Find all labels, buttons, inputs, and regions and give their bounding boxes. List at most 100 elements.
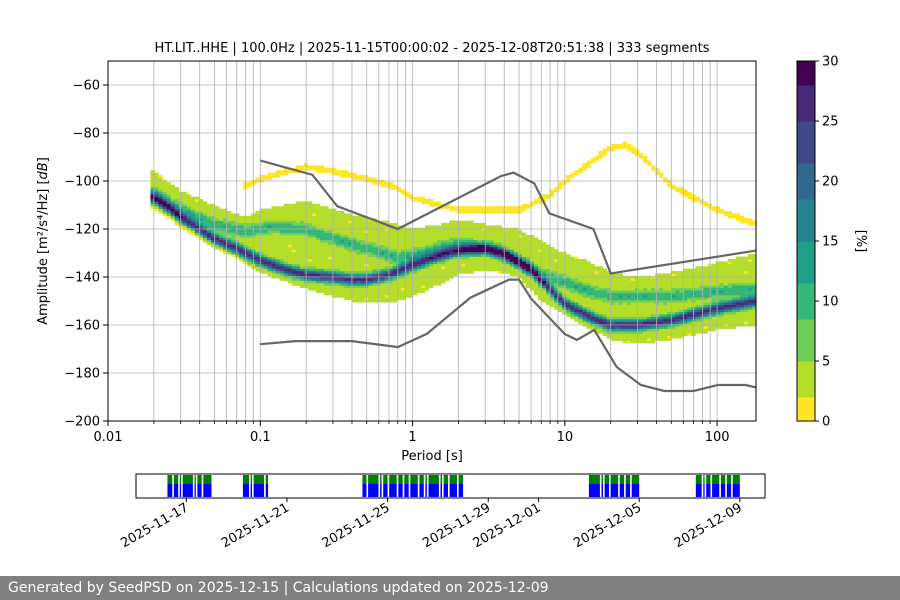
- psd-heatmap-cell: [574, 295, 579, 298]
- psd-heatmap-cell: [348, 232, 353, 236]
- psd-heatmap-cell: [215, 239, 220, 243]
- psd-heatmap-cell: [400, 273, 406, 277]
- psd-heatmap-cell: [602, 328, 607, 332]
- psd-heatmap-cell: [299, 232, 305, 236]
- psd-heatmap-cell: [521, 247, 527, 250]
- psd-heatmap-cell: [614, 280, 620, 284]
- psd-heatmap-cell: [433, 201, 438, 205]
- timeline-gap: [599, 475, 602, 497]
- psd-heatmap-cell: [328, 271, 333, 274]
- psd-heatmap-cell: [671, 326, 676, 329]
- psd-heatmap-cell: [396, 278, 402, 281]
- psd-heatmap-cell: [461, 249, 466, 253]
- psd-heatmap-cell: [751, 309, 757, 313]
- psd-heatmap-cell: [538, 292, 543, 296]
- psd-heatmap-cell: [239, 251, 244, 255]
- psd-heatmap-cell: [396, 239, 402, 243]
- psd-heatmap-cell: [671, 321, 676, 325]
- psd-heatmap-cell: [630, 287, 636, 291]
- psd-heatmap-cell: [651, 319, 656, 322]
- psd-heatmap-cell: [255, 213, 260, 217]
- psd-heatmap-cell: [368, 230, 373, 233]
- psd-heatmap-cell: [368, 283, 373, 286]
- psd-heatmap-cell: [388, 256, 393, 260]
- psd-heatmap-cell: [368, 239, 373, 243]
- psd-heatmap-cell: [667, 338, 672, 341]
- psd-heatmap-cell: [529, 235, 535, 238]
- psd-heatmap-cell: [594, 158, 599, 161]
- psd-heatmap-cell: [186, 215, 192, 219]
- psd-heatmap-cell: [429, 244, 434, 248]
- psd-heatmap-cell: [170, 191, 175, 195]
- psd-heatmap-cell: [247, 220, 252, 224]
- psd-heatmap-cell: [320, 266, 325, 269]
- psd-heatmap-cell: [449, 244, 454, 248]
- psd-heatmap-cell: [538, 261, 543, 265]
- psd-heatmap-cell: [320, 259, 325, 262]
- psd-heatmap-cell: [231, 254, 236, 257]
- psd-heatmap-cell: [408, 263, 414, 267]
- psd-heatmap-cell: [647, 307, 652, 310]
- psd-heatmap-cell: [400, 285, 406, 289]
- psd-heatmap-cell: [529, 280, 535, 284]
- psd-heatmap-cell: [424, 247, 430, 250]
- psd-heatmap-cell: [223, 239, 228, 243]
- psd-heatmap-cell: [505, 256, 511, 260]
- psd-heatmap-cell: [287, 266, 293, 269]
- psd-heatmap-cell: [404, 191, 410, 195]
- psd-heatmap-cell: [550, 191, 555, 195]
- psd-heatmap-cell: [610, 328, 616, 332]
- psd-heatmap-cell: [263, 259, 268, 262]
- psd-heatmap-cell: [215, 213, 220, 217]
- psd-heatmap-cell: [231, 251, 236, 255]
- psd-heatmap-cell: [505, 242, 511, 245]
- psd-heatmap-cell: [574, 314, 579, 317]
- psd-heatmap-cell: [489, 206, 494, 209]
- psd-heatmap-cell: [582, 302, 587, 305]
- psd-heatmap-cell: [219, 247, 224, 250]
- psd-heatmap-cell: [538, 280, 543, 284]
- psd-heatmap-cell: [437, 249, 442, 253]
- psd-heatmap-cell: [396, 273, 402, 277]
- psd-heatmap-cell: [711, 295, 716, 298]
- psd-heatmap-cell: [642, 335, 648, 339]
- psd-heatmap-cell: [315, 256, 321, 260]
- psd-heatmap-cell: [263, 271, 268, 274]
- psd-heatmap-cell: [735, 256, 741, 260]
- psd-heatmap-cell: [493, 254, 498, 257]
- psd-heatmap-cell: [320, 249, 325, 253]
- psd-heatmap-cell: [332, 285, 337, 289]
- psd-heatmap-cell: [356, 223, 361, 226]
- psd-heatmap-cell: [320, 218, 325, 221]
- psd-heatmap-cell: [263, 230, 268, 233]
- psd-heatmap-cell: [630, 297, 636, 301]
- psd-heatmap-cell: [626, 335, 632, 339]
- psd-heatmap-cell: [271, 215, 276, 219]
- psd-heatmap-cell: [344, 295, 349, 298]
- psd-heatmap-cell: [299, 268, 305, 272]
- psd-heatmap-cell: [683, 271, 688, 274]
- psd-heatmap-cell: [384, 259, 389, 262]
- psd-heatmap-cell: [501, 263, 507, 267]
- psd-heatmap-cell: [562, 295, 567, 298]
- psd-heatmap-cell: [622, 287, 628, 291]
- psd-heatmap-cell: [271, 237, 276, 241]
- psd-heatmap-cell: [703, 266, 708, 269]
- psd-heatmap-cell: [695, 319, 700, 322]
- psd-heatmap-cell: [211, 244, 216, 248]
- psd-heatmap-cell: [699, 266, 704, 269]
- psd-heatmap-cell: [275, 208, 280, 212]
- psd-heatmap-cell: [566, 311, 571, 315]
- psd-heatmap-cell: [642, 285, 648, 289]
- psd-heatmap-cell: [671, 302, 676, 305]
- psd-heatmap-cell: [311, 237, 317, 241]
- psd-heatmap-cell: [388, 184, 393, 188]
- psd-heatmap-cell: [711, 321, 716, 325]
- psd-heatmap-cell: [586, 273, 591, 277]
- psd-heatmap-cell: [336, 218, 341, 221]
- psd-heatmap-cell: [703, 203, 708, 207]
- psd-heatmap-cell: [715, 287, 720, 291]
- psd-heatmap-cell: [433, 235, 438, 238]
- psd-heatmap-cell: [562, 273, 567, 277]
- psd-heatmap-cell: [517, 230, 523, 233]
